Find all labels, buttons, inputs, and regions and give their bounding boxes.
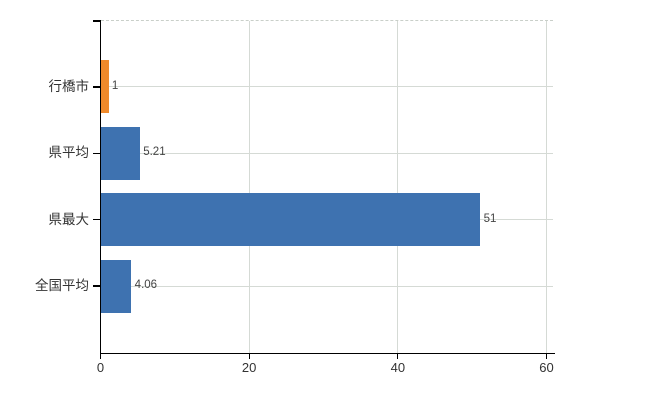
x-tick-mark	[546, 354, 547, 359]
h-gridline	[100, 86, 553, 88]
v-gridline	[546, 20, 547, 353]
x-tick-label: 40	[390, 360, 406, 375]
x-tick-mark	[248, 354, 250, 359]
h-gridline	[100, 219, 553, 221]
category-label: 県平均	[48, 145, 90, 161]
category-label: 行橋市	[48, 78, 90, 94]
x-tick-label: 0	[96, 360, 105, 375]
category-label: 県最大	[48, 211, 90, 227]
x-tick-mark	[397, 354, 399, 359]
x-tick-mark	[100, 354, 101, 359]
bar-value-label: 5.21	[143, 146, 166, 159]
y-axis-line	[99, 20, 101, 354]
x-tick-label: 20	[241, 360, 257, 375]
plot-top-border	[101, 20, 553, 21]
v-gridline	[248, 20, 250, 353]
bar	[101, 259, 132, 313]
h-gridline	[100, 285, 553, 287]
x-tick-label: 60	[539, 360, 554, 375]
bar	[101, 60, 109, 114]
bar	[101, 193, 481, 247]
bar	[101, 126, 140, 180]
y-axis-top-tick	[93, 20, 100, 22]
bar-value-label: 4.06	[134, 279, 158, 292]
category-label: 全国平均	[35, 278, 89, 294]
h-gridline	[100, 152, 553, 154]
bar-value-label: 51	[483, 212, 497, 225]
x-axis-line	[99, 352, 555, 354]
bar-value-label: 1	[111, 79, 119, 92]
v-gridline	[397, 20, 399, 353]
